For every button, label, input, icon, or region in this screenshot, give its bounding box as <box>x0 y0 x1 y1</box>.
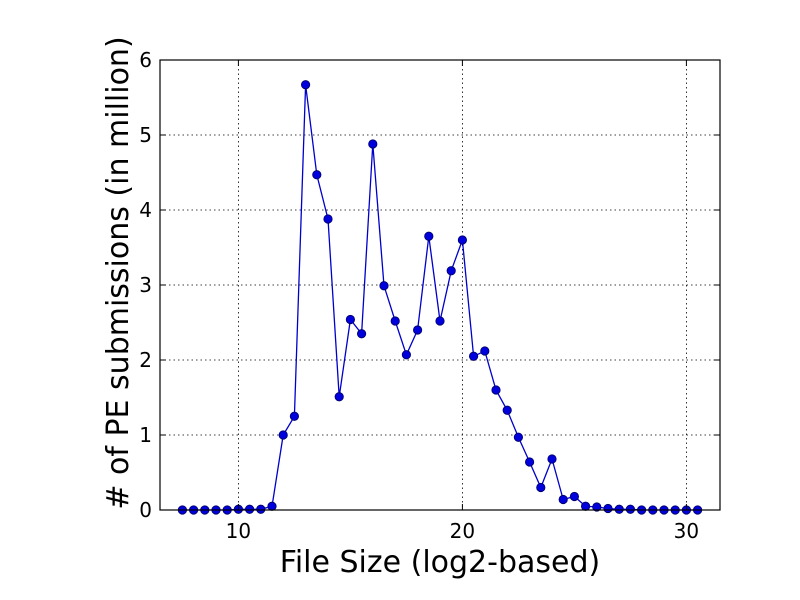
data-point <box>524 457 535 467</box>
data-point <box>435 316 445 326</box>
grid-lines <box>160 60 720 510</box>
y-tick-label: 0 <box>139 498 152 522</box>
data-point <box>323 214 333 224</box>
data-point <box>390 316 400 326</box>
x-tick-labels: 10 20 30 <box>226 519 699 543</box>
data-point <box>256 504 266 514</box>
data-points <box>177 80 703 515</box>
data-point <box>625 504 636 514</box>
x-tick-label: 10 <box>226 519 251 543</box>
data-point <box>536 482 546 493</box>
data-point <box>547 454 557 464</box>
data-point <box>569 491 580 502</box>
x-axis-title: File Size (log2-based) <box>280 545 600 580</box>
data-point <box>480 346 490 356</box>
y-tick-label: 5 <box>139 123 152 147</box>
data-point <box>312 170 322 180</box>
data-point <box>424 231 434 241</box>
data-point <box>356 329 367 339</box>
data-point <box>592 502 602 512</box>
data-point <box>603 503 613 514</box>
data-point <box>412 325 423 335</box>
data-point <box>289 411 299 421</box>
data-point <box>502 405 512 415</box>
data-point <box>580 501 591 511</box>
data-point <box>300 80 311 90</box>
data-point <box>513 432 524 442</box>
y-axis-title: # of PE submissions (in million) <box>101 36 136 509</box>
data-point <box>368 139 378 149</box>
data-point <box>457 235 467 245</box>
x-tick-label: 20 <box>450 519 475 543</box>
data-point <box>334 392 344 402</box>
data-point <box>558 494 568 505</box>
x-tick-label: 30 <box>674 519 699 543</box>
data-point <box>345 314 355 325</box>
data-point <box>245 504 255 514</box>
axis-ticks <box>160 59 720 511</box>
series-line <box>182 84 698 511</box>
data-point <box>278 430 288 440</box>
y-tick-label: 4 <box>139 198 152 222</box>
data-point <box>446 266 456 276</box>
data-point <box>401 350 411 360</box>
data-point <box>379 281 389 291</box>
y-tick-label: 2 <box>139 348 152 372</box>
y-tick-label: 3 <box>139 273 152 297</box>
data-point <box>468 351 479 361</box>
data-point <box>267 501 277 511</box>
data-point <box>491 385 501 395</box>
y-tick-label: 1 <box>139 423 152 447</box>
y-tick-label: 6 <box>139 48 152 72</box>
data-point <box>614 504 624 514</box>
y-tick-labels: 0 1 2 3 4 5 6 <box>139 48 152 522</box>
